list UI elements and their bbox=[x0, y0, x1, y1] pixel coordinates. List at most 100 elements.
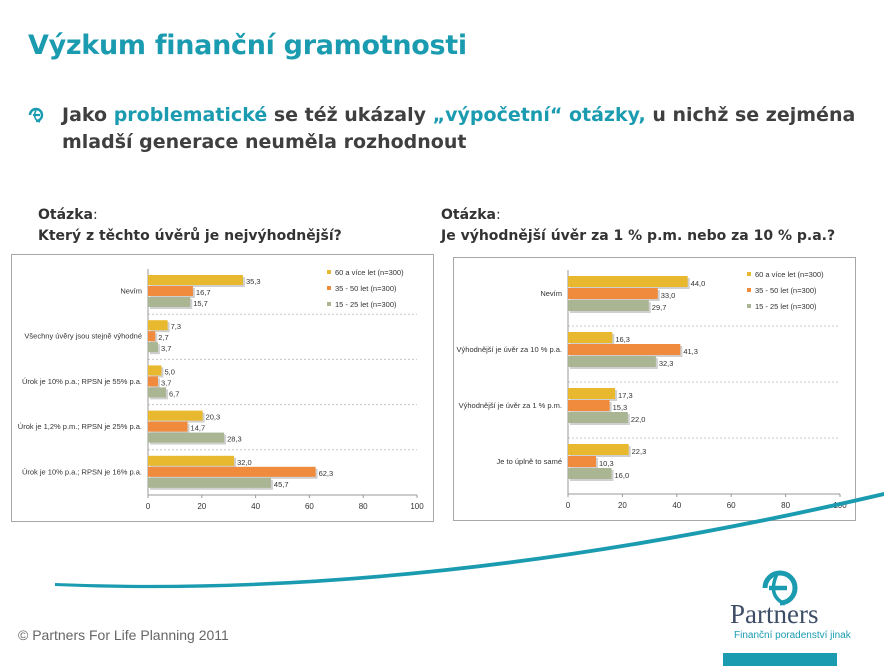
chart-data-label: 62,3 bbox=[319, 469, 334, 478]
chart-data-label: 3,7 bbox=[161, 378, 171, 387]
chart-bar bbox=[148, 376, 158, 387]
question-1-label: Otázka bbox=[38, 207, 93, 223]
chart-data-label: 15,7 bbox=[193, 299, 208, 308]
chart-bar bbox=[148, 432, 225, 443]
logo-tagline: Finanční poradenství jinak bbox=[734, 630, 851, 641]
copyright-footer: © Partners For Life Planning 2011 bbox=[18, 627, 229, 643]
chart-category-label: Výhodnější je úvěr za 1 % p.m. bbox=[459, 401, 562, 410]
chart-data-label: 6,7 bbox=[169, 389, 179, 398]
chart-category-label: Výhodnější je úvěr za 10 % p.a. bbox=[457, 345, 562, 354]
chart-data-label: 2,7 bbox=[158, 333, 168, 342]
chart-bar bbox=[148, 342, 158, 353]
chart-data-label: 10,3 bbox=[599, 459, 614, 468]
chart-legend-label: 60 a více let (n=300) bbox=[755, 270, 824, 279]
chart-legend-label: 35 - 50 let (n=300) bbox=[335, 284, 397, 293]
chart-x-tick-label: 20 bbox=[618, 501, 627, 510]
chart-bar bbox=[568, 344, 681, 355]
chart-category-label: Všechny úvěry jsou stejně výhodné bbox=[24, 332, 142, 341]
chart-x-tick-label: 60 bbox=[305, 502, 314, 511]
chart-legend-swatch bbox=[747, 304, 751, 308]
question-2-text: Je výhodnější úvěr za 1 % p.m. nebo za 1… bbox=[441, 228, 836, 244]
chart-legend-label: 15 - 25 let (n=300) bbox=[335, 300, 397, 309]
question-1-text: Který z těchto úvěrů je nejvýhodnější? bbox=[38, 228, 342, 244]
chart-category-label: Je to úplně to samé bbox=[497, 457, 562, 466]
chart-data-label: 3,7 bbox=[161, 344, 171, 353]
chart-bar bbox=[568, 412, 628, 423]
logo-bar bbox=[723, 653, 837, 666]
chart-1-frame: 0 20 40 60 80 100 35,3 16,7 15,7 Nevím 7,3 2,7 3,7 Vš… bbox=[11, 254, 434, 522]
chart-bar bbox=[148, 410, 203, 421]
decorative-swoosh bbox=[55, 492, 884, 589]
chart-category-label: Úrok je 10% p.a.; RPSN je 16% p.a. bbox=[22, 467, 142, 476]
chart-legend-swatch bbox=[327, 286, 331, 290]
bullet-highlight-2: „výpočetní“ otázky, bbox=[432, 104, 646, 126]
chart-data-label: 44,0 bbox=[691, 279, 706, 288]
chart-bar bbox=[148, 455, 235, 466]
bullet-part-2: se též ukázaly bbox=[267, 104, 433, 126]
chart-bar bbox=[148, 297, 191, 307]
chart-x-tick-label: 40 bbox=[672, 501, 681, 510]
chart-bar bbox=[568, 288, 658, 299]
chart-bar bbox=[148, 387, 167, 398]
chart-data-label: 28,3 bbox=[227, 435, 242, 444]
question-2-colon: : bbox=[495, 207, 501, 223]
chart-bar bbox=[568, 400, 610, 411]
chart-data-label: 33,0 bbox=[661, 291, 676, 300]
chart-bar bbox=[148, 331, 156, 342]
chart-legend-swatch bbox=[327, 270, 331, 274]
chart-data-label: 15,3 bbox=[613, 403, 628, 412]
chart-bar bbox=[148, 466, 316, 477]
question-2: Otázka: Je výhodnější úvěr za 1 % p.m. n… bbox=[441, 205, 835, 247]
chart-data-label: 16,3 bbox=[615, 335, 630, 344]
page-title: Výzkum finanční gramotnosti bbox=[28, 30, 467, 61]
chart-legend-label: 15 - 25 let (n=300) bbox=[755, 302, 817, 311]
chart-legend-label: 60 a více let (n=300) bbox=[335, 268, 404, 277]
chart-x-tick-label: 80 bbox=[359, 502, 368, 511]
chart-bar bbox=[148, 320, 168, 331]
chart-data-label: 16,7 bbox=[196, 288, 211, 297]
chart-bar bbox=[568, 456, 597, 467]
partners-bullet-icon bbox=[28, 107, 44, 123]
chart-data-label: 22,0 bbox=[631, 415, 646, 424]
chart-data-label: 41,3 bbox=[683, 347, 698, 356]
chart-data-label: 14,7 bbox=[191, 424, 206, 433]
chart-bar bbox=[568, 468, 612, 479]
question-1-colon: : bbox=[92, 207, 98, 223]
chart-data-label: 45,7 bbox=[274, 480, 289, 489]
chart-data-label: 29,7 bbox=[652, 303, 667, 312]
bullet-highlight-1: problematické bbox=[113, 104, 268, 126]
chart-x-tick-label: 0 bbox=[566, 501, 571, 510]
chart-bar bbox=[148, 477, 271, 488]
chart-2-frame: 02040608010044,033,029,7Nevím16,341,332,… bbox=[453, 257, 856, 521]
chart-bar bbox=[568, 276, 688, 287]
chart-2: 02040608010044,033,029,7Nevím16,341,332,… bbox=[457, 270, 847, 510]
chart-x-tick-label: 80 bbox=[781, 501, 790, 510]
chart-x-tick-label: 100 bbox=[410, 502, 424, 511]
chart-x-tick-label: 40 bbox=[251, 502, 260, 511]
chart-bar bbox=[568, 332, 613, 343]
chart-bar bbox=[148, 421, 188, 432]
chart-x-tick-label: 60 bbox=[727, 501, 736, 510]
chart-data-label: 17,3 bbox=[618, 391, 633, 400]
chart-bar bbox=[148, 275, 243, 285]
chart-data-label: 5,0 bbox=[164, 367, 174, 376]
chart-legend-swatch bbox=[747, 272, 751, 276]
chart-bar bbox=[148, 286, 193, 296]
chart-data-label: 7,3 bbox=[171, 322, 181, 331]
bullet-part-3: u nichž se zejména mladší generace neumě… bbox=[62, 104, 856, 153]
chart-bar bbox=[568, 444, 629, 455]
chart-bar bbox=[568, 300, 649, 311]
chart-x-tick-label: 20 bbox=[197, 502, 206, 511]
chart-category-label: Úrok je 1,2% p.m.; RPSN je 25% p.a. bbox=[18, 422, 142, 431]
chart-bar bbox=[568, 388, 616, 399]
logo-wordmark: Partners bbox=[730, 599, 819, 629]
chart-bar bbox=[568, 356, 656, 367]
chart-data-label: 32,3 bbox=[659, 359, 674, 368]
chart-data-label: 16,0 bbox=[615, 471, 630, 480]
chart-category-label: Úrok je 10% p.a.; RPSN je 55% p.a. bbox=[22, 377, 142, 386]
question-1: Otázka: Který z těchto úvěrů je nejvýhod… bbox=[38, 205, 342, 247]
chart-data-label: 22,3 bbox=[632, 447, 647, 456]
chart-data-label: 20,3 bbox=[206, 413, 221, 422]
chart-legend-swatch bbox=[747, 288, 751, 292]
chart-category-label: Nevím bbox=[540, 289, 562, 298]
